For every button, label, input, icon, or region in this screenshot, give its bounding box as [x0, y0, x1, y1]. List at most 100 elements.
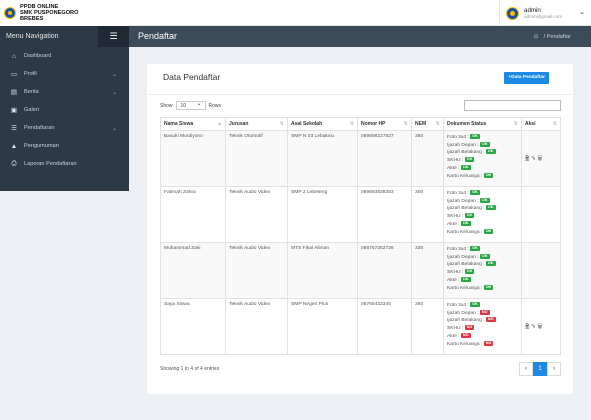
sidebar-item-galeri[interactable]: ▣ Galeri: [0, 101, 129, 119]
breadcrumb-separator: /: [543, 34, 547, 40]
col-asal[interactable]: Asal Sekolah ⇅: [287, 117, 358, 131]
plus-icon: +: [508, 75, 512, 80]
doc-label: Foto 3x4: [447, 190, 467, 196]
status-badge: NO: [479, 309, 490, 315]
doc-separator: :: [475, 310, 480, 316]
chevron-down-icon[interactable]: ⌄: [579, 9, 585, 16]
doc-status-line: Kartu Keluarga : OK: [447, 284, 518, 293]
doc-label: Kartu Keluarga: [447, 285, 480, 291]
status-badge: OK: [460, 276, 471, 282]
cell-dokumen-status: Foto 3x4 : OK Ijazah Depan : NO Ijazah Bel…: [443, 298, 522, 355]
add-pendaftar-button[interactable]: +Data Pendaftar: [504, 72, 549, 84]
doc-label: Ijazah Belakang: [447, 318, 482, 324]
cell-nama: Fatimah Zahra: [160, 186, 226, 243]
col-nama[interactable]: Nama Siswa ▲: [160, 117, 226, 131]
doc-separator: :: [479, 229, 484, 235]
col-jurusan[interactable]: Jurusan ⇅: [225, 117, 288, 131]
doc-separator: :: [466, 246, 471, 252]
cell-aksi: [521, 186, 561, 243]
cell-jurusan: Teknik Otomotif: [225, 130, 288, 187]
col-nem[interactable]: NEM ⇅: [411, 117, 444, 131]
user-menu[interactable]: admin admin@gmail.com ⌄: [499, 0, 591, 26]
hamburger-icon[interactable]: ☰: [98, 26, 129, 47]
doc-label: Ijazah Belakang: [447, 206, 482, 212]
sidebar-item-pengumuman[interactable]: ▲ Pengumuman: [0, 137, 129, 155]
show-label: Show: [160, 102, 173, 109]
doc-status-line: Ijazah Depan : OK: [447, 197, 518, 206]
doc-label: Ijazah Depan: [447, 142, 476, 148]
status-badge: OK: [485, 261, 496, 267]
view-icon[interactable]: 🗎: [525, 155, 532, 162]
next-page-button[interactable]: ›: [547, 362, 561, 376]
chevron-down-icon: ⌄: [111, 71, 117, 78]
prev-page-button[interactable]: ‹: [519, 362, 533, 376]
doc-status-line: Akte : OK: [447, 220, 518, 229]
cell-nem: 330: [411, 242, 444, 299]
breadcrumb: ⌂ / Pendaftar: [534, 26, 571, 47]
cell-hp: 089898227827: [357, 130, 412, 187]
brand-text: PPDB ONLINE SMK PUSPONEGORO BREBES: [20, 4, 78, 22]
doc-separator: :: [475, 254, 480, 260]
status-badge: OK: [470, 302, 480, 307]
sidebar-item-profil[interactable]: ▭ Profil ⌄: [0, 65, 129, 83]
col-dokumen[interactable]: Dokumen Status ⇅: [443, 117, 522, 131]
doc-separator: :: [481, 262, 486, 268]
sidebar-item-label: Pengumuman: [24, 143, 59, 149]
content-card: Data Pendaftar +Data Pendaftar Show 10 R…: [147, 64, 573, 394]
doc-status-line: Ijazah Belakang : OK: [447, 149, 518, 157]
doc-status-line: Ijazah Belakang : NO: [447, 317, 518, 325]
col-hp[interactable]: Nomor HP ⇅: [357, 117, 412, 131]
table-row: Basuki Murdiyono Teknik Otomotif SMP N 03 …: [160, 130, 561, 187]
doc-label: Kartu Keluarga: [447, 229, 480, 235]
page-1-button[interactable]: 1: [533, 362, 547, 376]
sidebar-item-label: Dashboard: [24, 53, 52, 59]
status-badge: OK: [485, 205, 496, 211]
sidebar-item-dashboard[interactable]: ⌂ Dashboard: [0, 47, 129, 65]
doc-label: Ijazah Depan: [447, 310, 476, 316]
doc-separator: :: [479, 341, 484, 347]
sidebar-item-berita[interactable]: ▤ Berita ⌄: [0, 83, 129, 101]
delete-icon[interactable]: 🗑: [537, 323, 543, 330]
edit-icon[interactable]: ✎: [531, 155, 538, 162]
doc-label: Kartu Keluarga: [447, 341, 480, 347]
doc-separator: :: [475, 198, 480, 204]
col-aksi[interactable]: Aksi ⇅: [521, 117, 561, 131]
doc-separator: :: [456, 165, 461, 171]
cell-asal: MTS Fikal Aliman: [287, 242, 358, 299]
cell-nem: 300: [411, 186, 444, 243]
doc-separator: :: [460, 325, 465, 331]
page-size-select[interactable]: 10: [175, 100, 206, 110]
top-header: PPDB ONLINE SMK PUSPONEGORO BREBES admin…: [0, 0, 591, 26]
col-label: Asal Sekolah: [291, 121, 323, 127]
doc-status-line: Kartu Keluarga : NO: [447, 340, 518, 349]
doc-status-line: Ijazah Belakang : OK: [447, 205, 518, 213]
navbar: Menu Navigation ☰ Pendaftar ⌂ / Pendafta…: [0, 26, 591, 47]
col-label: Nomor HP: [361, 121, 386, 127]
cell-jurusan: Teknik Audio Video: [225, 242, 288, 299]
doc-separator: :: [466, 302, 471, 308]
sidebar-item-label: Profil: [24, 71, 37, 77]
doc-separator: :: [466, 190, 471, 196]
cell-dokumen-status: Foto 3x4 : OK Ijazah Depan : OK Ijazah Bel…: [443, 242, 522, 299]
sort-icon: ⇅: [403, 121, 408, 127]
doc-status-line: Akte : NO: [447, 332, 518, 341]
delete-icon[interactable]: 🗑: [537, 155, 543, 162]
sidebar-item-pendaftaran[interactable]: ☰ Pendaftaran ⌄: [0, 119, 129, 137]
doc-status-line: Ijazah Belakang : OK: [447, 261, 518, 269]
doc-separator: :: [456, 277, 461, 283]
view-icon[interactable]: 🗎: [525, 323, 532, 330]
doc-label: Akte: [447, 221, 457, 227]
sidebar-item-label: Pendaftaran: [24, 125, 55, 131]
home-icon[interactable]: ⌂: [533, 33, 539, 40]
table-header-row: Nama Siswa ▲ Jurusan ⇅ Asal Sekolah ⇅ Nomor…: [160, 117, 561, 131]
doc-label: Kartu Keluarga: [447, 173, 480, 179]
edit-icon[interactable]: ✎: [531, 323, 538, 330]
list-icon: ☰: [11, 125, 17, 132]
search-input[interactable]: [464, 100, 561, 111]
sort-icon: ⇅: [279, 121, 284, 127]
warning-icon: ▲: [10, 142, 18, 150]
doc-label: Foto 3x4: [447, 302, 467, 308]
sidebar-item-laporan[interactable]: ⎙ Laporan Pendaftaran: [0, 155, 129, 173]
brand[interactable]: PPDB ONLINE SMK PUSPONEGORO BREBES: [0, 0, 129, 26]
avatar: [506, 6, 519, 20]
